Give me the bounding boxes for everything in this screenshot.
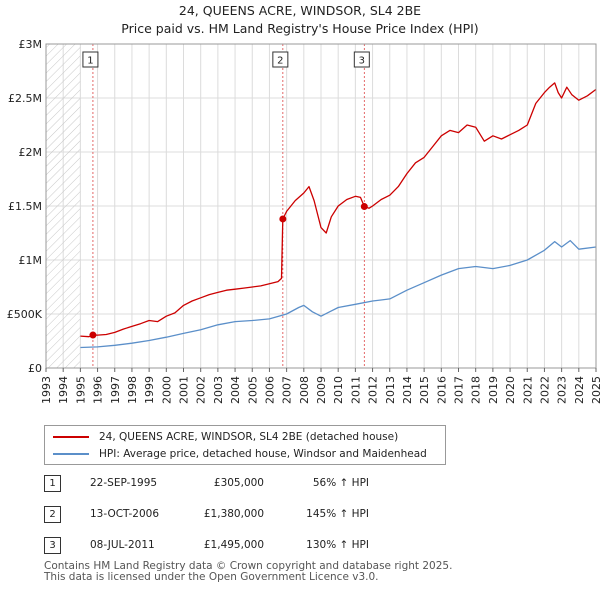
x-tick-label: 2019: [487, 376, 500, 404]
legend-label-hpi: HPI: Average price, detached house, Wind…: [99, 448, 427, 460]
hpi-line: [80, 239, 597, 349]
x-tick-label: 2025: [590, 376, 600, 404]
x-tick-label: 1994: [57, 376, 70, 404]
x-tick-label: 2022: [538, 376, 551, 404]
hpi-line-swatch: [53, 453, 89, 455]
property-price-line: [80, 82, 597, 338]
legend: 24, QUEENS ACRE, WINDSOR, SL4 2BE (detac…: [44, 425, 446, 465]
x-tick-label: 2010: [332, 376, 345, 404]
x-tick-label: 2002: [195, 376, 208, 404]
sale-1-badge: [82, 51, 99, 68]
x-tick-label: 1995: [74, 376, 87, 404]
sale-price: £1,495,000: [203, 539, 264, 551]
sale-3-badge: [353, 51, 370, 68]
x-tick-label: 2014: [401, 376, 414, 404]
legend-label-property: 24, QUEENS ACRE, WINDSOR, SL4 2BE (detac…: [99, 431, 399, 443]
hatched-region: [46, 44, 81, 368]
x-tick-label: 1998: [126, 376, 139, 404]
x-tick-label: 2012: [367, 376, 380, 404]
x-axis: 1993 1994 1995 1996 1997 1998 1999 2000 2001 2002…: [40, 368, 600, 404]
legend-item-property: 24, QUEENS ACRE, WINDSOR, SL4 2BE (detac…: [53, 429, 398, 445]
legend-item-hpi: HPI: Average price, detached house, Wind…: [53, 446, 427, 462]
sale-1-point: [89, 331, 97, 339]
sale-date: 22-SEP-1995: [90, 477, 158, 489]
x-tick-label: 2004: [229, 376, 242, 404]
y-tick-label: £1M: [19, 254, 43, 267]
y-tick-label: £0: [28, 362, 42, 375]
x-tick-label: 2001: [178, 376, 191, 404]
y-tick-label: £3M: [19, 38, 43, 51]
x-tick-label: 2009: [315, 376, 328, 404]
x-tick-label: 2000: [160, 376, 173, 404]
x-tick-label: 2023: [556, 376, 569, 404]
sale-hpi-change: 56% ↑ HPI: [312, 477, 369, 489]
sale-price: £1,380,000: [203, 508, 264, 520]
sale-points: [89, 203, 368, 339]
x-tick-label: 1993: [40, 376, 53, 404]
sale-1-badge-label: 1: [87, 56, 93, 67]
y-tick-label: £2M: [19, 146, 43, 159]
sale-2-badge-label: 2: [277, 56, 283, 67]
sale-number-badge: 1: [44, 475, 61, 492]
footer-licence: This data is licensed under the Open Gov…: [44, 571, 379, 583]
chart-title: 24, QUEENS ACRE, WINDSOR, SL4 2BE: [178, 3, 422, 18]
x-tick-label: 2024: [573, 376, 586, 404]
sale-2-badge: [272, 51, 289, 68]
sale-hpi-change: 130% ↑ HPI: [306, 539, 369, 551]
grid: [45, 43, 597, 369]
sale-badges: 1 2 3: [82, 51, 370, 68]
chart-subtitle: Price paid vs. HM Land Registry's House …: [121, 21, 479, 36]
x-tick-label: 2018: [470, 376, 483, 404]
x-tick-label: 1997: [109, 376, 122, 404]
x-tick-label: 2011: [349, 376, 362, 404]
x-tick-label: 2013: [384, 376, 397, 404]
y-tick-label: £500K: [7, 308, 43, 321]
y-axis: £0 £500K £1M £1.5M £2M £2.5M £3M: [7, 38, 43, 375]
sale-date: 08-JUL-2011: [90, 539, 155, 551]
x-tick-label: 2020: [504, 376, 517, 404]
sale-3-badge-label: 3: [359, 56, 365, 67]
x-tick-label: 2006: [263, 376, 276, 404]
y-tick-label: £2.5M: [8, 92, 42, 105]
x-tick-label: 2015: [418, 376, 431, 404]
x-tick-label: 2021: [521, 376, 534, 404]
x-tick-label: 2005: [246, 376, 259, 404]
sale-hpi-change: 145% ↑ HPI: [306, 508, 369, 520]
x-tick-label: 2016: [435, 376, 448, 404]
sale-number-badge: 3: [44, 537, 61, 554]
footer-copyright: Contains HM Land Registry data © Crown c…: [44, 560, 453, 572]
x-tick-label: 1999: [143, 376, 156, 404]
y-tick-label: £1.5M: [8, 200, 42, 213]
series: [80, 82, 597, 349]
sale-date: 13-OCT-2006: [90, 508, 159, 520]
sale-price: £305,000: [213, 477, 264, 489]
x-tick-label: 1996: [92, 376, 105, 404]
x-tick-label: 2008: [298, 376, 311, 404]
x-tick-label: 2007: [281, 376, 294, 404]
sale-3-point: [360, 203, 368, 211]
sale-number-badge: 2: [44, 506, 61, 523]
sale-2-point: [279, 215, 287, 223]
x-tick-label: 2017: [453, 376, 466, 404]
property-line-swatch: [53, 436, 89, 438]
x-tick-label: 2003: [212, 376, 225, 404]
pre-data-hatched-region: [46, 44, 81, 368]
